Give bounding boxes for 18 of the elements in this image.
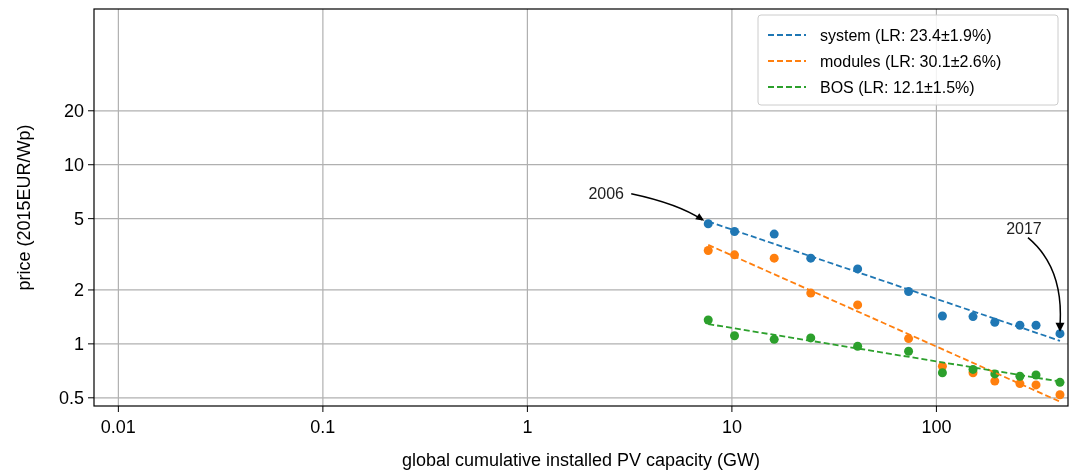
legend-label: system (LR: 23.4±1.9%)	[820, 27, 992, 44]
x-axis-title: global cumulative installed PV capacity (GW)	[401, 450, 761, 470]
y-tick-label: 5	[73, 208, 84, 229]
annotation: 2017	[1006, 219, 1042, 237]
legend-label: BOS (LR: 12.1±1.5%)	[820, 79, 975, 96]
y-tick-label: 0.5	[58, 387, 84, 408]
x-tick-label: 1	[522, 417, 533, 437]
y-tick-label: 1	[73, 333, 84, 354]
x-tick-label: 0.01	[100, 417, 136, 437]
annotation: 2006	[588, 184, 625, 202]
y-axis-title: price (2015EUR/Wp)	[14, 124, 34, 291]
x-tick-label: 100	[921, 417, 952, 437]
y-tick-label: 2	[73, 279, 84, 300]
x-tick-label: 0.1	[310, 417, 336, 437]
y-tick-label: 10	[63, 154, 84, 175]
y-tick-label: 20	[63, 100, 84, 121]
x-tick-label: 10	[721, 417, 742, 437]
legend-label: modules (LR: 30.1±2.6%)	[820, 53, 1002, 70]
